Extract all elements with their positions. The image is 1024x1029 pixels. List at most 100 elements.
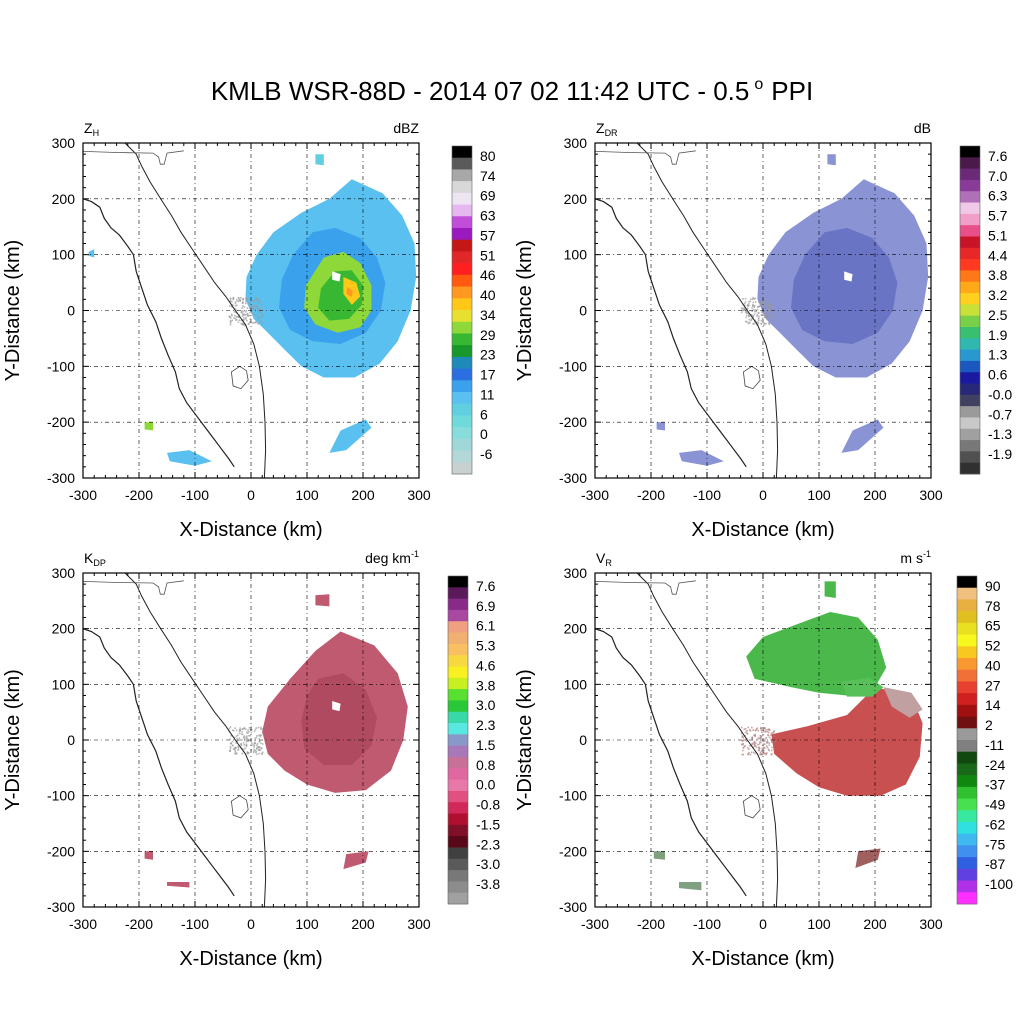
y-tick-label: 200 (52, 621, 76, 637)
colorbar-swatch (448, 768, 468, 780)
clutter-speckle (260, 304, 263, 307)
colorbar-swatch (960, 440, 980, 452)
clutter-speckle (245, 736, 248, 739)
clutter-speckle (259, 301, 261, 303)
clutter-speckle (758, 301, 760, 303)
clutter-speckle (260, 742, 262, 745)
clutter-speckle (254, 742, 256, 744)
clutter-speckle (241, 728, 244, 730)
clutter-speckle (749, 753, 752, 756)
clutter-speckle (241, 315, 244, 317)
y-axis-label: Y-Distance (km) (514, 240, 536, 382)
units-text: dBZ (393, 120, 419, 136)
clutter-speckle (258, 749, 260, 751)
colorbar-swatch (448, 858, 468, 871)
colorbar-label: 5.1 (988, 227, 1008, 243)
clutter-speckle (764, 747, 766, 749)
clutter-speckle (237, 745, 240, 748)
clutter-speckle (764, 311, 767, 313)
clutter-speckle (243, 324, 246, 326)
clutter-speckle (744, 728, 747, 730)
clutter-speckle (760, 322, 762, 325)
colorbar-label: 1.5 (476, 737, 496, 753)
clutter-speckle (752, 309, 755, 311)
colorbar-swatch (452, 192, 472, 205)
clutter-speckle (768, 323, 771, 325)
colorbar-label: 52 (985, 638, 1001, 654)
clutter-speckle (259, 316, 261, 319)
radar-echo-3 (827, 154, 836, 166)
clutter-speckle (769, 313, 771, 316)
radar-echo-5 (346, 287, 353, 298)
clutter-speckle (747, 726, 749, 729)
clutter-speckle (235, 742, 237, 744)
clutter-speckle (744, 745, 747, 748)
clutter-speckle (247, 315, 249, 317)
clutter-speckle (241, 310, 243, 313)
x-tick-label: -100 (693, 487, 721, 503)
colorbar-swatch (957, 622, 977, 635)
colorbar-swatch (452, 286, 472, 299)
clutter-speckle (749, 730, 752, 732)
colorbar-swatch (448, 813, 468, 826)
colorbar-label: -6 (480, 446, 493, 462)
clutter-speckle (766, 312, 768, 315)
clutter-speckle (256, 745, 259, 748)
radar-echo-10 (329, 419, 372, 453)
clutter-speckle (762, 743, 765, 745)
clutter-speckle (759, 741, 761, 743)
clutter-speckle (255, 753, 258, 756)
clutter-speckle (759, 753, 761, 756)
clutter-speckle (768, 316, 771, 319)
radar-field (595, 143, 929, 478)
colorbar-swatch (448, 666, 468, 679)
colorbar-swatch (957, 658, 977, 671)
clutter-speckle (767, 734, 769, 736)
clutter-speckle (235, 319, 237, 321)
colorbar-swatch (448, 655, 468, 667)
clutter-speckle (766, 745, 768, 747)
clutter-speckle (746, 307, 749, 309)
colorbar-label: 34 (480, 307, 496, 323)
clutter-speckle (766, 314, 768, 316)
clutter-speckle (258, 740, 260, 743)
clutter-speckle (243, 738, 246, 740)
clutter-speckle (231, 740, 234, 743)
clutter-speckle (260, 315, 263, 318)
clutter-speckle (253, 314, 256, 316)
clutter-speckle (744, 297, 747, 300)
colorbar-swatch (960, 236, 980, 249)
colorbar-swatch (957, 681, 977, 694)
clutter-speckle (742, 753, 744, 756)
clutter-speckle (239, 727, 241, 729)
clutter-speckle (261, 753, 263, 755)
clutter-speckle (240, 322, 243, 325)
figure-title: KMLB WSR-88D - 2014 07 02 11:42 UTC - 0.… (211, 76, 813, 106)
y-tick-label: -100 (559, 788, 587, 804)
clutter-speckle (764, 305, 767, 307)
clutter-speckle (748, 318, 751, 321)
clutter-speckle (229, 320, 232, 322)
radar-echo-3 (315, 594, 330, 607)
x-tick-label: 200 (351, 916, 375, 932)
colorbar-label: -3.0 (476, 856, 500, 872)
y-tick-label: 100 (52, 676, 76, 692)
clutter-speckle (744, 320, 747, 323)
clutter-speckle (755, 742, 757, 744)
x-axis-label: X-Distance (km) (691, 519, 834, 541)
clutter-speckle (244, 314, 247, 316)
clutter-speckle (248, 731, 250, 733)
clutter-speckle (239, 729, 242, 731)
colorbar-label: 51 (480, 247, 496, 263)
radar-echo-2 (844, 271, 853, 282)
colorbar-label: 11 (480, 386, 495, 402)
clutter-speckle (758, 747, 761, 750)
clutter-speckle (247, 323, 250, 325)
x-tick-label: -300 (69, 487, 97, 503)
colorbar-label: 5.7 (988, 208, 1008, 224)
clutter-speckle (237, 748, 240, 750)
colorbar-swatch (960, 451, 980, 464)
y-tick-label: 0 (67, 732, 75, 748)
clutter-speckle (770, 732, 773, 734)
y-tick-label: 300 (52, 565, 76, 581)
